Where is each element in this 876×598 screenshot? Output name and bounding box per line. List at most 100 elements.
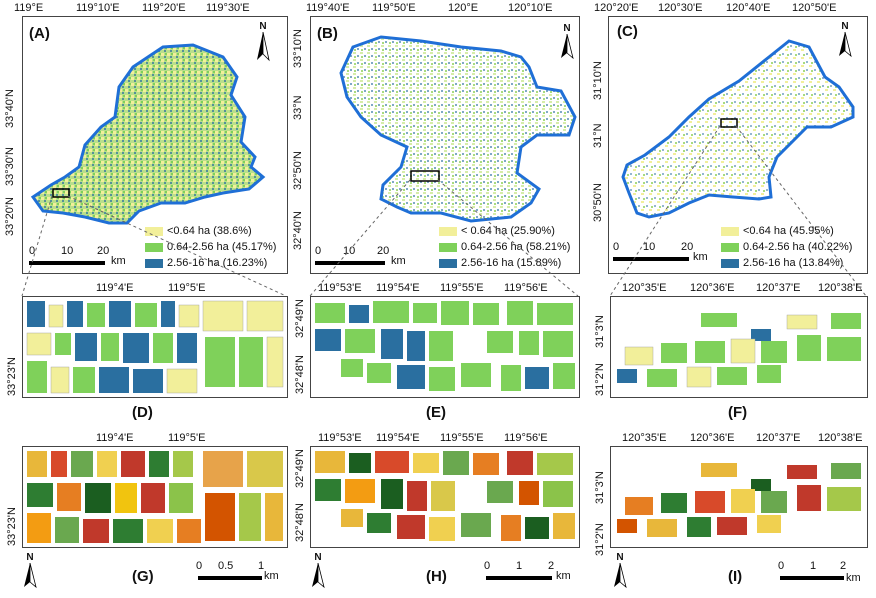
coord-left: 30°50'N	[592, 183, 604, 222]
coord-left: 31°3'N	[594, 315, 606, 348]
map-panel-c: (C) N <0.64 ha (45.95%) 0.64-2.56 ha (40…	[608, 16, 868, 274]
coord-left: 33°23'N	[6, 507, 18, 546]
coord-top: 120°E	[448, 2, 479, 14]
coord-top: 119°53'E	[318, 282, 362, 294]
coord-left: 33°30'N	[4, 147, 16, 186]
coord-top: 119°5'E	[168, 432, 206, 444]
panel-label-a: (A)	[29, 25, 50, 42]
zoom-box-b	[410, 170, 440, 182]
scale-unit: km	[391, 255, 406, 267]
legend-swatch-medium	[439, 242, 457, 252]
scale-tick: 20	[97, 245, 110, 257]
parcel-grid-i	[617, 463, 861, 537]
coord-top: 119°56'E	[504, 432, 548, 444]
coord-top: 120°36'E	[690, 282, 735, 294]
scale-tick: 2	[548, 560, 555, 572]
coord-left: 31°2'N	[594, 523, 606, 556]
coord-top: 120°35'E	[622, 282, 667, 294]
scale-bar-g: 0 0.5 1 km	[196, 560, 286, 586]
legend-item-small: < 0.64 ha (25.90%)	[439, 225, 555, 237]
panel-label-g: (G)	[132, 568, 154, 585]
north-arrow-label: N	[616, 552, 624, 563]
legend-swatch-large	[145, 258, 163, 268]
coord-left: 32°48'N	[294, 503, 306, 542]
scale-tick: 2	[840, 560, 847, 572]
field-size-map-d	[23, 297, 287, 397]
coord-top: 119°E	[14, 2, 44, 14]
coord-left: 31°3'N	[594, 471, 606, 504]
legend-label: 2.56-16 ha (15.89%)	[461, 257, 562, 269]
scale-line	[486, 576, 552, 580]
parcel-grid-e	[315, 301, 575, 391]
zoom-box-a	[52, 188, 70, 198]
coord-left: 32°50'N	[292, 151, 304, 190]
scale-tick: 20	[681, 241, 694, 253]
coord-top: 119°54'E	[376, 282, 420, 294]
yield-map-h	[311, 447, 579, 547]
coord-top: 120°38'E	[818, 432, 863, 444]
scale-unit: km	[111, 255, 126, 267]
coord-top: 120°30'E	[658, 2, 703, 14]
panel-label-d: (D)	[132, 404, 153, 421]
legend-label: 0.64-2.56 ha (40.22%)	[743, 241, 853, 253]
map-panel-i	[610, 446, 868, 548]
scale-tick: 0.5	[218, 560, 234, 572]
north-arrow-icon	[312, 562, 325, 589]
map-panel-f	[610, 296, 868, 398]
coord-left: 31°N	[592, 123, 604, 148]
scale-tick: 0	[29, 245, 36, 257]
panel-label-c: (C)	[617, 23, 638, 40]
scale-unit: km	[556, 570, 571, 582]
scale-tick: 0	[484, 560, 491, 572]
scale-tick: 1	[258, 560, 265, 572]
scale-line	[780, 576, 844, 580]
legend-swatch-medium	[721, 242, 739, 252]
parcel-grid-d	[26, 300, 284, 394]
north-arrow-icon	[24, 562, 37, 589]
field-size-map-f	[611, 297, 867, 397]
coord-top: 120°10'E	[508, 2, 553, 14]
coord-top: 119°4'E	[96, 282, 134, 294]
map-panel-e	[310, 296, 580, 398]
scale-tick: 0	[315, 245, 322, 257]
scale-line	[315, 261, 385, 265]
legend-label: <0.64 ha (45.95%)	[743, 225, 834, 237]
coord-left: 33°20'N	[4, 197, 16, 236]
scale-unit: km	[846, 572, 861, 584]
legend-swatch-large	[721, 258, 739, 268]
north-arrow-i: N	[612, 552, 628, 592]
yield-map-i	[611, 447, 867, 547]
coord-top: 120°38'E	[818, 282, 863, 294]
map-panel-d	[22, 296, 288, 398]
map-panel-g	[22, 446, 288, 548]
scale-tick: 0	[613, 241, 620, 253]
north-arrow-label: N	[26, 552, 34, 563]
parcel-grid-f	[617, 313, 861, 388]
coord-left: 32°49'N	[294, 299, 306, 338]
coord-left: 32°49'N	[294, 449, 306, 488]
map-panel-h	[310, 446, 580, 548]
scale-unit: km	[264, 570, 279, 582]
panel-label-b: (B)	[317, 25, 338, 42]
scale-unit: km	[693, 251, 708, 263]
coord-left: 31°2'N	[594, 363, 606, 396]
coord-top: 119°4'E	[96, 432, 134, 444]
zoom-box-c	[720, 118, 738, 128]
legend-label: 2.56-16 ha (13.84%)	[743, 257, 844, 269]
coord-left: 33°40'N	[4, 89, 16, 128]
legend-label: < 0.64 ha (25.90%)	[461, 225, 555, 237]
legend-label: 0.64-2.56 ha (45.17%)	[167, 241, 277, 253]
coord-left: 32°40'N	[292, 211, 304, 250]
coord-top: 120°40'E	[726, 2, 771, 14]
scale-tick: 10	[61, 245, 74, 257]
coord-top: 120°50'E	[792, 2, 837, 14]
coord-top: 119°56'E	[504, 282, 548, 294]
coord-top: 119°55'E	[440, 282, 484, 294]
coord-top: 119°53'E	[318, 432, 362, 444]
coord-top: 120°36'E	[690, 432, 735, 444]
legend-label: 0.64-2.56 ha (58.21%)	[461, 241, 571, 253]
north-arrow-g: N	[22, 552, 38, 592]
north-arrow-h: N	[310, 552, 326, 592]
north-arrow-label: N	[259, 21, 267, 32]
coord-top: 119°20'E	[142, 2, 186, 14]
